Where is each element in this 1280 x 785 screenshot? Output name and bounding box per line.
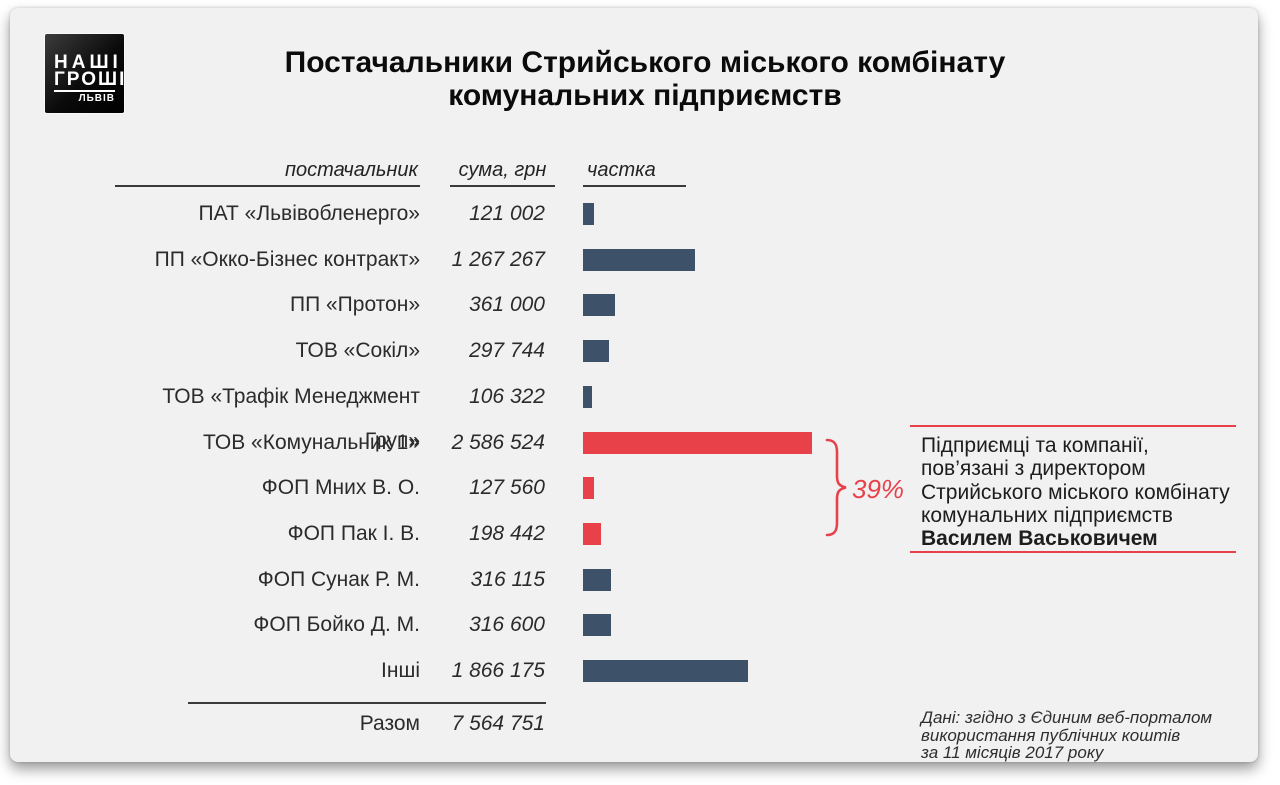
amount-value: 198 442 xyxy=(469,521,545,545)
column-header-share: частка xyxy=(587,159,656,181)
column-header-amount: сума, грн xyxy=(458,159,547,181)
annotation-line: комунальних підприємств xyxy=(921,503,1173,527)
brace-bracket-icon xyxy=(825,438,847,537)
annotation-top-rule xyxy=(910,425,1236,427)
amount-value: 1 267 267 xyxy=(451,247,545,271)
supplier-name: ФОП Сунак Р. М. xyxy=(257,567,420,591)
annotation-bold-line: Василем Васьковичем xyxy=(921,527,1158,551)
supplier-name: ТОВ «Сокіл» xyxy=(295,339,420,363)
share-bar xyxy=(583,660,749,682)
table-row: ТОВ «Трафік Менеджмент Груп» 106 322 xyxy=(110,375,1170,452)
table-row: ПП «Протон» 361 000 xyxy=(110,283,1170,327)
header-underline-share xyxy=(583,185,686,187)
logo-text-block: НАШІ ГРОШІ ЛЬВІВ xyxy=(54,52,127,104)
share-bar xyxy=(583,385,593,408)
title-line2: комунальних підприємств xyxy=(448,79,842,112)
table-row: ПП «Окко-Бізнес контракт» 1 267 267 xyxy=(110,238,1170,282)
annotation-line: пов’язані з директором xyxy=(921,457,1146,481)
amount-value: 1 866 175 xyxy=(451,659,545,682)
supplier-name: ТОВ «Комунальник 1» xyxy=(202,430,420,454)
total-label: Разом xyxy=(359,712,420,735)
annotation-line: Стрийського міського комбінату xyxy=(921,480,1230,504)
data-source-note: Дані: згідно з Єдиним веб-порталом викори… xyxy=(921,709,1241,762)
source-line: Дані: згідно з Єдиним веб-порталом xyxy=(921,708,1213,727)
total-row: Разом 7 564 751 xyxy=(110,708,610,740)
column-header-supplier: постачальник xyxy=(285,159,418,181)
title-line1: Постачальники Стрийського міського комбі… xyxy=(284,46,1006,79)
supplier-name: Інші xyxy=(381,659,420,682)
source-line: за 11 місяців 2017 року xyxy=(921,743,1104,763)
table-row: ФОП Пак І. В. 198 442 xyxy=(110,512,1170,556)
share-bar xyxy=(583,614,611,637)
total-value: 7 564 751 xyxy=(451,712,545,735)
page-title: Постачальники Стрийського міського комбі… xyxy=(150,46,1140,112)
share-bar xyxy=(583,248,696,271)
amount-value: 127 560 xyxy=(469,476,545,500)
supplier-name: ФОП Бойко Д. М. xyxy=(253,613,420,637)
source-line: використання публічних коштів xyxy=(921,725,1181,745)
infographic-card: НАШІ ГРОШІ ЛЬВІВ Постачальники Стрийсько… xyxy=(10,8,1258,762)
table-row: ФОП Бойко Д. М. 316 600 xyxy=(110,603,1170,647)
header-underline-amount xyxy=(450,185,555,187)
table-row: ФОП Мних В. О. 127 560 xyxy=(110,466,1170,510)
share-bar xyxy=(583,568,611,591)
annotation-line: Підприємці та компанії, xyxy=(921,434,1149,457)
amount-value: 361 000 xyxy=(469,293,545,317)
amount-value: 316 115 xyxy=(470,567,545,591)
supplier-name: ФОП Мних В. О. xyxy=(261,476,420,500)
table-row: Інші 1 866 175 xyxy=(110,649,1170,693)
logo-line1: НАШІ xyxy=(54,52,122,73)
table-row: ФОП Сунак Р. М. 316 115 xyxy=(110,558,1170,602)
annotation-bottom-rule xyxy=(910,551,1236,553)
share-bar xyxy=(583,522,601,545)
amount-value: 121 002 xyxy=(469,202,545,225)
table-row: ТОВ «Сокіл» 297 744 xyxy=(110,329,1170,373)
amount-value: 316 600 xyxy=(469,613,545,637)
supplier-name: ПП «Протон» xyxy=(289,293,420,317)
share-bar xyxy=(583,294,615,317)
share-bar xyxy=(583,477,595,500)
table-row: ТОВ «Комунальник 1» 2 586 524 xyxy=(110,421,1170,465)
supplier-name: ПП «Окко-Бізнес контракт» xyxy=(154,247,420,271)
amount-value: 2 586 524 xyxy=(451,430,545,454)
supplier-name: ФОП Пак І. В. xyxy=(287,521,420,545)
total-separator-line xyxy=(188,702,546,704)
amount-value: 297 744 xyxy=(469,339,545,363)
annotation-text: Підприємці та компанії, пов’язані з дирек… xyxy=(921,434,1251,550)
supplier-name: ПАТ «Львівобленерго» xyxy=(198,202,420,225)
logo-city: ЛЬВІВ xyxy=(78,93,115,104)
logo-line2: ГРОШІ xyxy=(54,69,127,92)
amount-value: 106 322 xyxy=(469,384,545,408)
nashi-hroshi-logo: НАШІ ГРОШІ ЛЬВІВ xyxy=(45,34,124,113)
share-bar xyxy=(583,340,610,363)
table-row: ПАТ «Львівобленерго» 121 002 xyxy=(110,192,1170,236)
share-bar xyxy=(583,431,812,454)
percent-label: 39% xyxy=(852,474,905,504)
header-underline-supplier xyxy=(115,185,420,187)
share-bar xyxy=(583,203,594,225)
supplier-name: ТОВ «Трафік Менеджмент Груп» xyxy=(162,384,420,452)
